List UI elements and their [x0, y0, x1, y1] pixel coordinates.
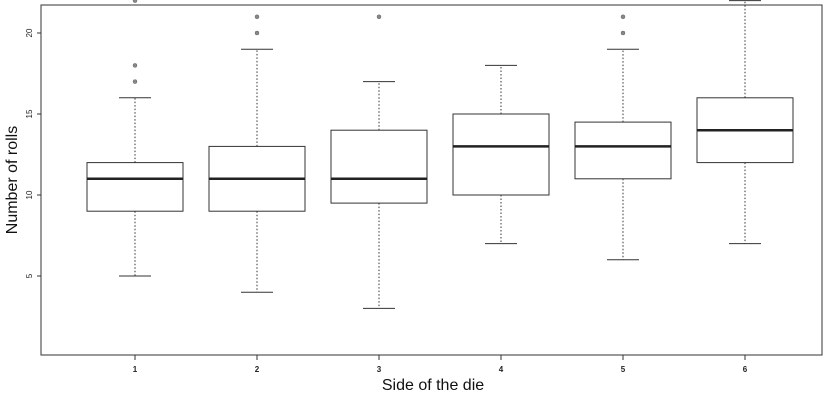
y-axis: 5 10 15 20 — [25, 28, 41, 278]
outlier-point — [132, 79, 138, 84]
boxes-group — [86, 0, 794, 309]
x-axis: 1 2 3 4 5 6 — [133, 355, 748, 374]
x-tick-label: 5 — [621, 365, 626, 374]
y-tick-label: 5 — [25, 273, 34, 278]
iqr-box — [330, 129, 428, 204]
x-tick-label: 6 — [743, 365, 748, 374]
y-tick-label: 15 — [25, 109, 34, 118]
x-axis-title: Side of the die — [382, 377, 484, 394]
x-tick-label: 3 — [377, 365, 382, 374]
box-5 — [574, 14, 672, 261]
outlier-point — [376, 14, 382, 20]
iqr-box — [452, 113, 550, 196]
box-1 — [86, 0, 184, 277]
iqr-box — [574, 121, 672, 180]
outlier-point — [132, 63, 138, 68]
y-tick-label: 20 — [25, 28, 34, 37]
x-tick-label: 4 — [499, 365, 504, 374]
y-tick-label: 10 — [25, 190, 34, 199]
iqr-box — [86, 162, 184, 212]
outlier-point — [620, 30, 626, 36]
plot-frame — [40, 4, 823, 356]
outlier-point — [620, 14, 626, 20]
box-3 — [330, 14, 428, 309]
x-tick-label: 2 — [255, 365, 260, 374]
outlier-point — [254, 14, 260, 20]
box-4 — [452, 64, 550, 245]
x-tick-label: 1 — [133, 365, 138, 374]
box-2 — [208, 14, 306, 293]
outlier-point — [254, 30, 260, 36]
y-axis-title: Number of rolls — [4, 126, 21, 234]
box-6 — [696, 0, 794, 245]
outlier-point — [132, 0, 138, 3]
